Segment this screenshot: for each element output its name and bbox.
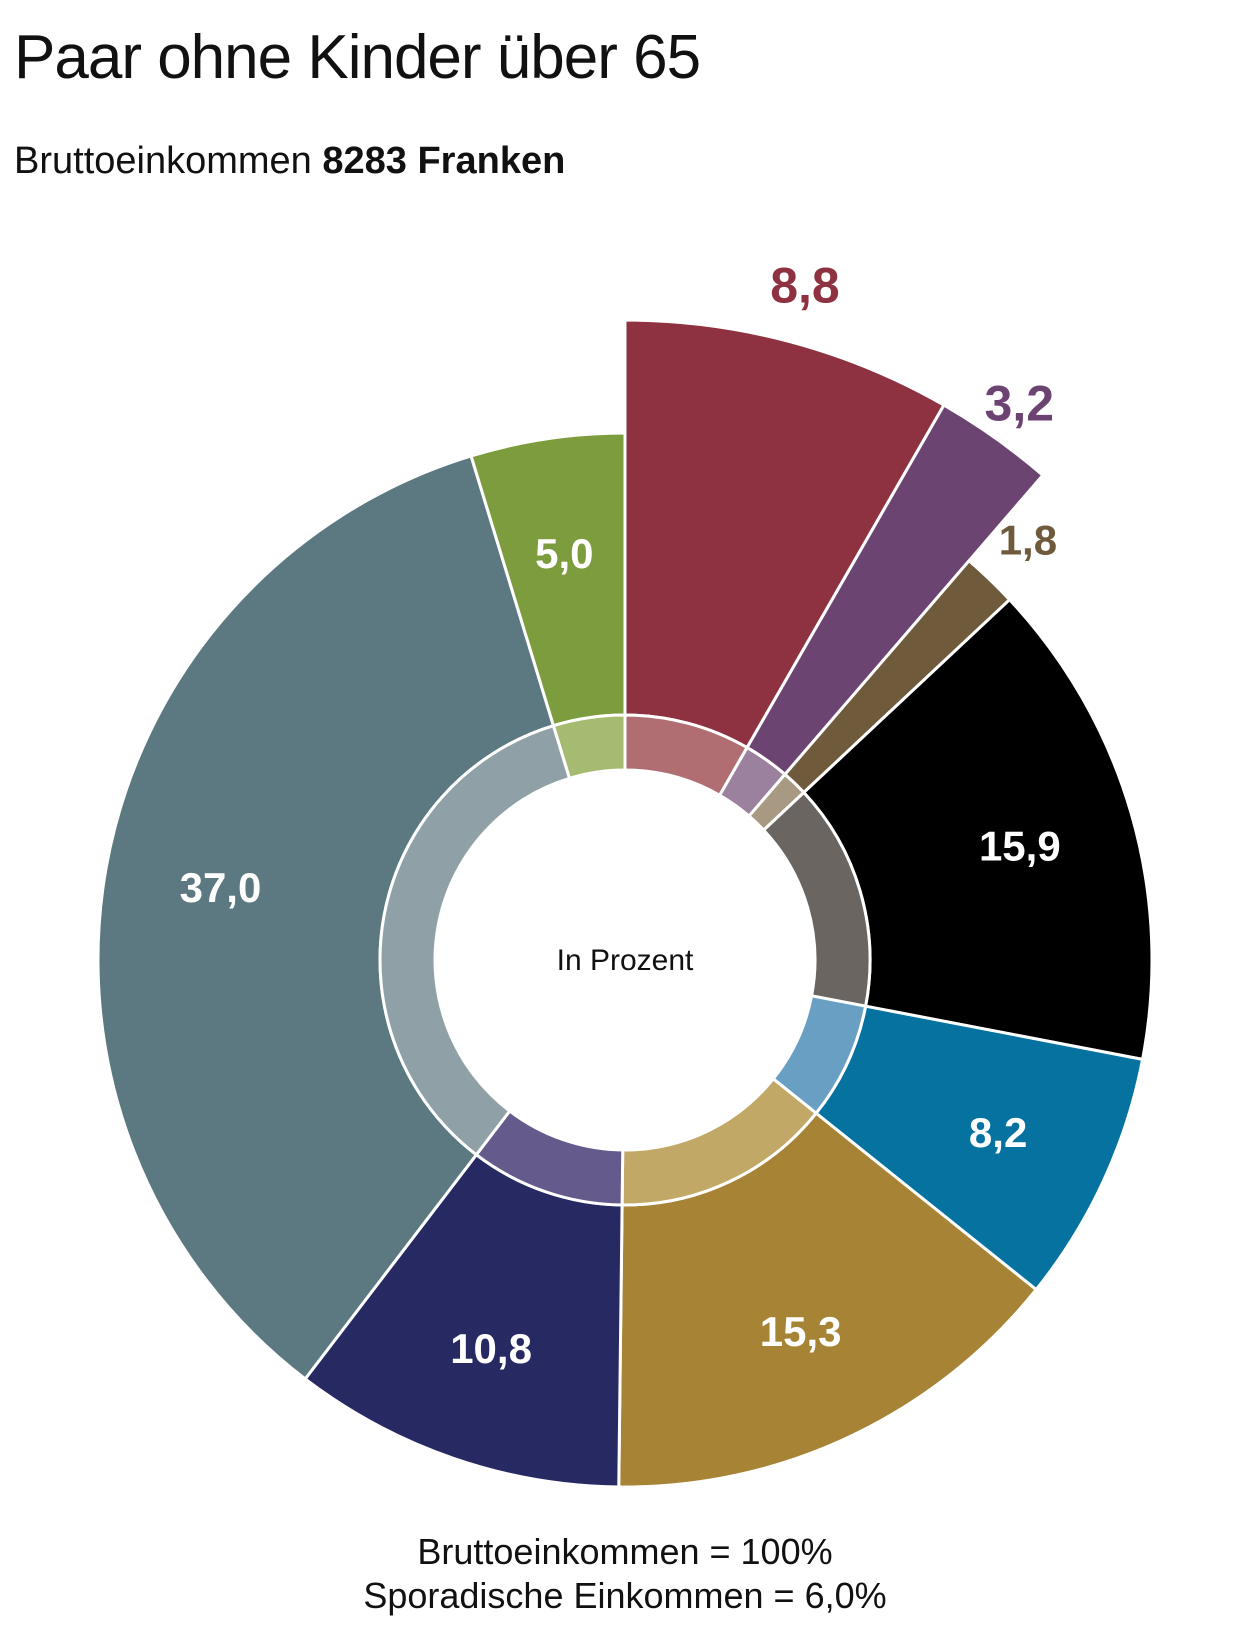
- slice-label-0: 8,8: [770, 258, 840, 314]
- slice-label-7: 37,0: [180, 864, 262, 911]
- slice-label-1: 3,2: [985, 376, 1055, 432]
- slice-label-4: 8,2: [969, 1109, 1027, 1156]
- slice-label-3: 15,9: [979, 822, 1061, 869]
- slice-label-2: 1,8: [999, 517, 1057, 564]
- slice-label-8: 5,0: [535, 530, 593, 577]
- chart-slices: [96, 318, 1154, 1489]
- slice-label-6: 10,8: [450, 1325, 532, 1372]
- chart-title: Paar ohne Kinder über 65: [14, 23, 701, 92]
- chart-footer: Bruttoeinkommen = 100% Sporadische Einko…: [0, 1530, 1250, 1618]
- slice-inner-7: [378, 723, 572, 1157]
- subtitle-prefix: Bruttoeinkommen: [14, 140, 323, 182]
- footer-sporadic: Sporadische Einkommen = 6,0%: [363, 1575, 887, 1616]
- footer-total: Bruttoeinkommen = 100%: [417, 1531, 833, 1572]
- chart-subtitle: Bruttoeinkommen 8283 Franken: [14, 140, 565, 183]
- slice-label-5: 15,3: [760, 1308, 842, 1355]
- donut-hole: [436, 771, 814, 1149]
- donut-chart: 8,8 3,2 1,8 15,9 8,2 15,3 10,8 37,0 5,0 In Proze…: [96, 258, 1154, 1489]
- chart-labels: 8,8 3,2 1,8 15,9 8,2 15,3 10,8 37,0 5,0: [180, 258, 1061, 1372]
- slice-inner-8: [551, 713, 627, 781]
- subtitle-value: 8283 Franken: [322, 140, 566, 182]
- center-label: In Prozent: [557, 944, 694, 977]
